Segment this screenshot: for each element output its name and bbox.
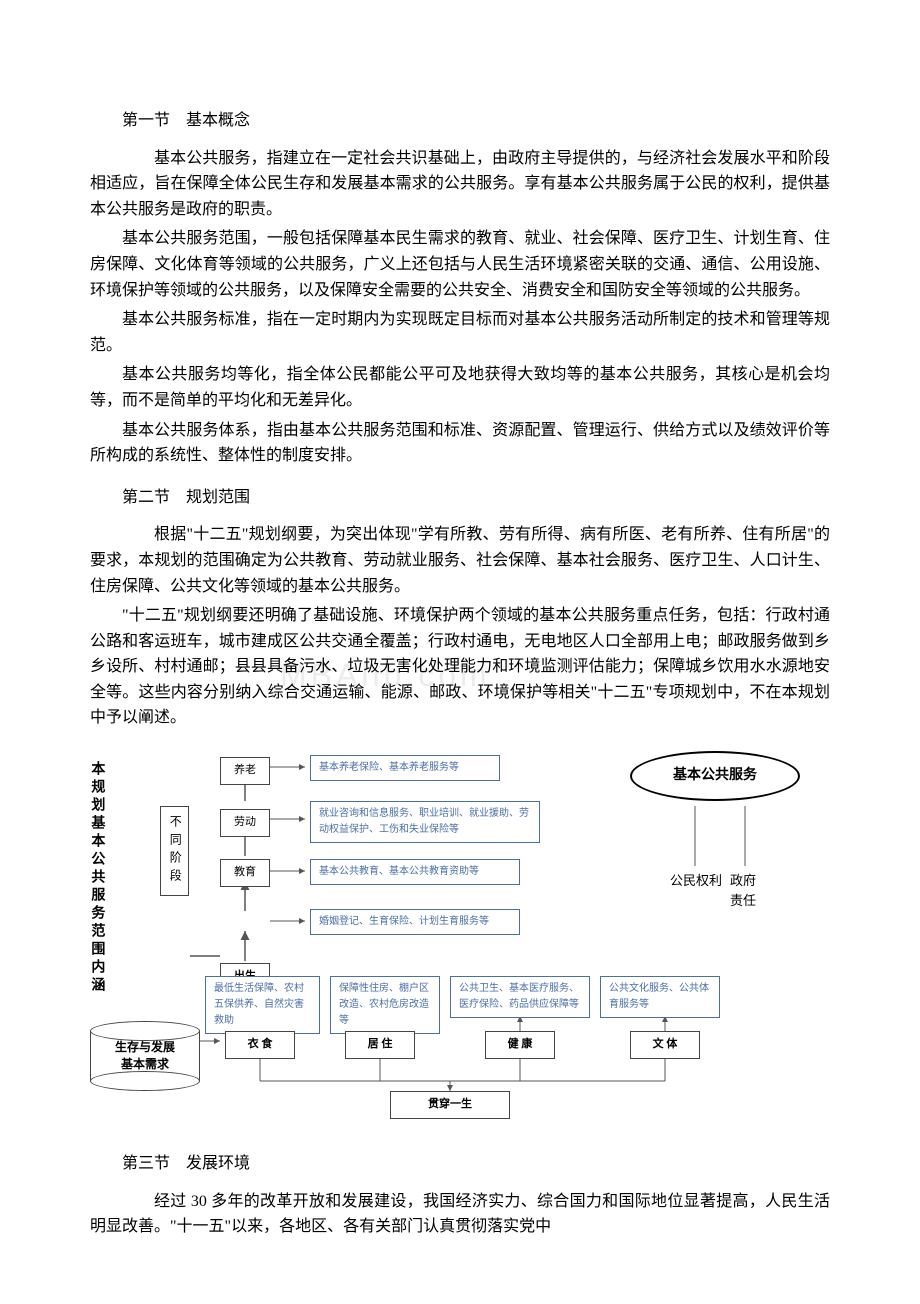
left-title: 本规划基本公共服务范围内涵 bbox=[85, 761, 107, 995]
cylinder: 生存与发展 基本需求 bbox=[90, 1021, 200, 1091]
cat-juzhu: 居 住 bbox=[345, 1031, 415, 1059]
desc-hunyin: 婚姻登记、生育保险、计划生育服务等 bbox=[310, 909, 520, 935]
section1-title: 第一节 基本概念 bbox=[90, 108, 830, 134]
cyl-l1: 生存与发展 bbox=[115, 1040, 175, 1054]
desc-laodong: 就业咨询和信息服务、职业培训、就业援助、劳动权益保护、工伤和失业保险等 bbox=[310, 801, 540, 843]
s1-p1: 基本公共服务，指建立在一定社会共识基础上，由政府主导提供的，与经济社会发展水平和… bbox=[90, 146, 830, 223]
section3-title: 第三节 发展环境 bbox=[90, 1151, 830, 1177]
s2-p1: 根据"十二五"规划纲要，为突出体现"学有所教、劳有所得、病有所医、老有所养、住有… bbox=[90, 522, 830, 599]
right-left: 公民权利 bbox=[670, 871, 722, 891]
desc-yiliao: 公共卫生、基本医疗服务、医疗保险、药品供应保障等 bbox=[450, 976, 590, 1018]
s1-p5: 基本公共服务体系，指由基本公共服务范围和标准、资源配置、管理运行、供给方式以及绩… bbox=[90, 418, 830, 469]
s1-p2: 基本公共服务范围，一般包括保障基本民生需求的教育、就业、社会保障、医疗卫生、计划… bbox=[90, 226, 830, 303]
right-ellipse: 基本公共服务 bbox=[630, 751, 800, 801]
cat-jiankang: 健 康 bbox=[485, 1031, 555, 1059]
s1-p3: 基本公共服务标准，指在一定时期内为实现既定目标而对基本公共服务活动所制定的技术和… bbox=[90, 307, 830, 358]
node-jiaoyu: 教育 bbox=[220, 859, 270, 887]
cat-wenti: 文 体 bbox=[630, 1031, 700, 1059]
concept-diagram: 本规划基本公共服务范围内涵 不同阶段 养老 劳动 教育 出生 基本养老保险、基本… bbox=[90, 751, 830, 1131]
node-yanglao: 养老 bbox=[220, 757, 270, 785]
right-ellipse-label: 基本公共服务 bbox=[673, 765, 757, 787]
desc-zhufang: 保障性住房、棚户区改造、农村危房改造等 bbox=[330, 976, 440, 1034]
cat-yishi: 衣 食 bbox=[225, 1031, 295, 1059]
desc-jiaoyu: 基本公共教育、基本公共教育资助等 bbox=[310, 859, 520, 885]
s1-p4: 基本公共服务均等化，指全体公民都能公平可及地获得大致均等的基本公共服务，其核心是… bbox=[90, 362, 830, 413]
stage-label: 不同阶段 bbox=[160, 806, 189, 896]
right-right: 政府责任 bbox=[730, 871, 756, 910]
desc-wenhua: 公共文化服务、公共体育服务等 bbox=[600, 976, 720, 1018]
node-laodong: 劳动 bbox=[220, 809, 270, 837]
s3-p1: 经过 30 多年的改革开放和发展建设，我国经济实力、综合国力和国际地位显著提高，… bbox=[90, 1189, 830, 1240]
desc-shenghuo: 最低生活保障、农村五保供养、自然灾害救助 bbox=[205, 976, 320, 1034]
cyl-l2: 基本需求 bbox=[121, 1057, 169, 1071]
section2-title: 第二节 规划范围 bbox=[90, 485, 830, 511]
s2-p2: "十二五"规划纲要还明确了基础设施、环境保护两个领域的基本公共服务重点任务，包括… bbox=[90, 603, 830, 731]
desc-yanglao: 基本养老保险、基本养老服务等 bbox=[310, 755, 500, 781]
through-life: 贯穿一生 bbox=[390, 1091, 510, 1119]
